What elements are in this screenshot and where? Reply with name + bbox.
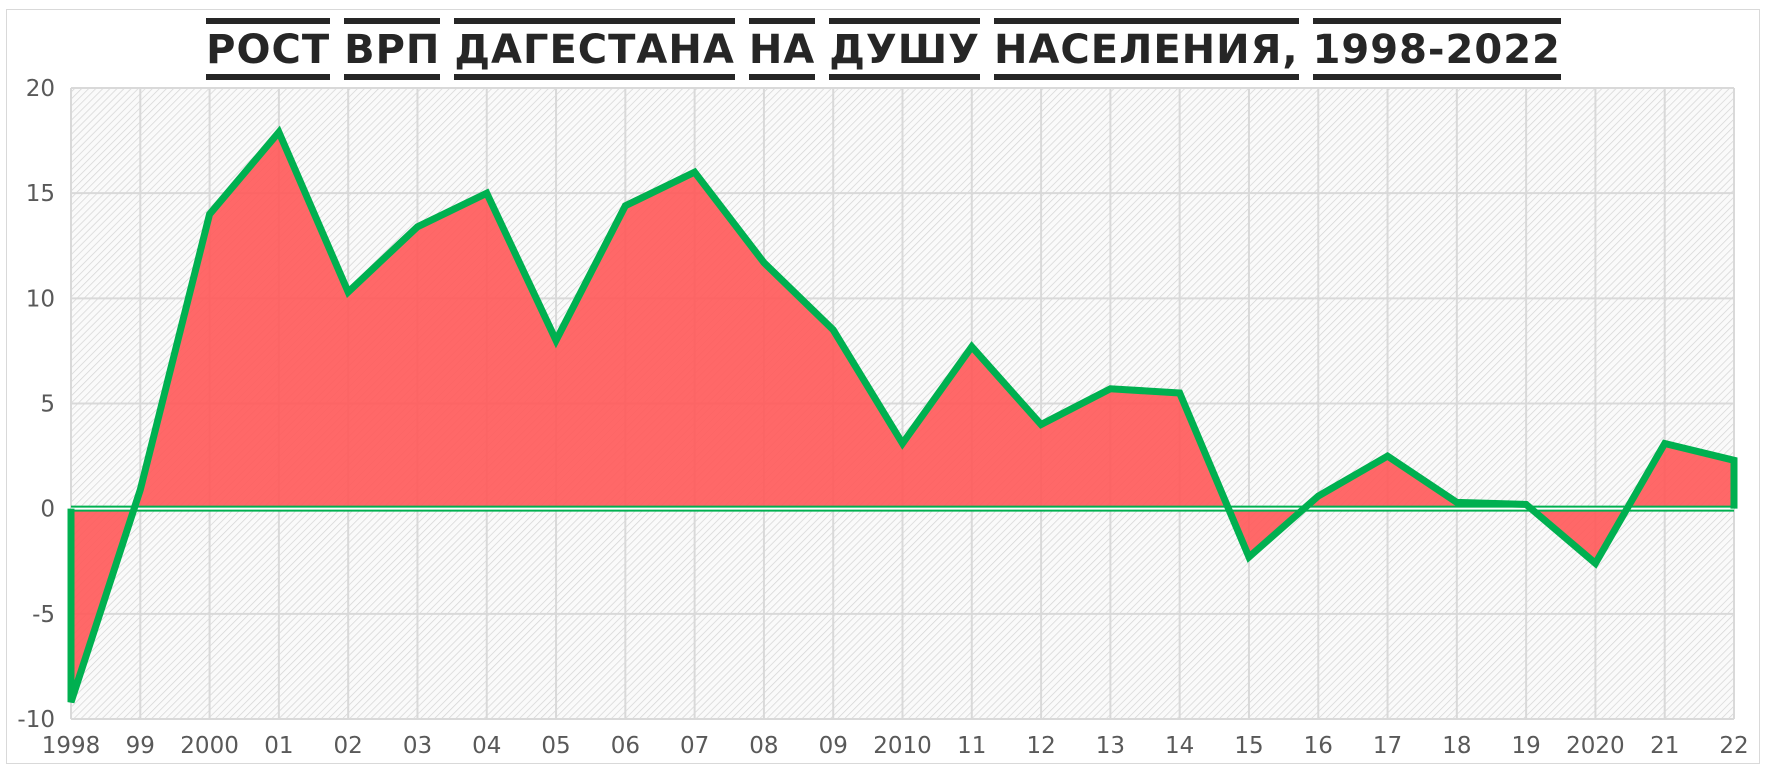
x-tick-label: 21	[1650, 733, 1679, 759]
title-word: ВРП	[344, 18, 441, 80]
y-tick-label: 15	[26, 181, 55, 207]
x-tick-label: 99	[126, 733, 155, 759]
x-tick-label: 09	[819, 733, 848, 759]
x-tick-label: 07	[680, 733, 709, 759]
x-tick-label: 08	[749, 733, 778, 759]
x-tick-label: 02	[334, 733, 363, 759]
y-tick-label: 10	[26, 286, 55, 312]
x-tick-label: 15	[1234, 733, 1263, 759]
x-tick-label: 14	[1165, 733, 1194, 759]
x-tick-label: 2000	[180, 733, 239, 759]
area-fill	[71, 132, 1734, 703]
x-tick-label: 04	[472, 733, 501, 759]
x-tick-label: 18	[1442, 733, 1471, 759]
title-word: НАСЕЛЕНИЯ,	[993, 18, 1299, 80]
x-tick-label: 12	[1026, 733, 1055, 759]
title-word: НА	[748, 18, 816, 80]
y-tick-label: 5	[40, 392, 55, 418]
x-tick-label: 06	[611, 733, 640, 759]
chart-title: РОСТ ВРП ДАГЕСТАНА НА ДУШУ НАСЕЛЕНИЯ, 1998-202…	[0, 18, 1767, 80]
x-tick-label: 16	[1304, 733, 1333, 759]
x-tick-label: 01	[264, 733, 293, 759]
x-tick-label: 13	[1096, 733, 1125, 759]
title-word: РОСТ	[206, 18, 331, 80]
title-word: 1998-2022	[1312, 18, 1561, 80]
x-tick-label: 05	[541, 733, 570, 759]
x-tick-label: 22	[1719, 733, 1748, 759]
title-word: ДАГЕСТАНА	[454, 18, 735, 80]
x-tick-label: 11	[957, 733, 986, 759]
chart-frame	[6, 9, 1760, 764]
x-tick-label: 2010	[873, 733, 932, 759]
x-tick-label: 03	[403, 733, 432, 759]
x-tick-label: 2020	[1566, 733, 1625, 759]
x-tick-label: 1998	[42, 733, 101, 759]
y-tick-label: -5	[32, 602, 55, 628]
x-tick-label: 17	[1373, 733, 1402, 759]
title-word: ДУШУ	[829, 18, 980, 80]
y-tick-label: 20	[26, 76, 55, 102]
y-tick-label: -10	[17, 707, 55, 733]
x-tick-label: 19	[1511, 733, 1540, 759]
y-tick-label: 0	[40, 497, 55, 523]
